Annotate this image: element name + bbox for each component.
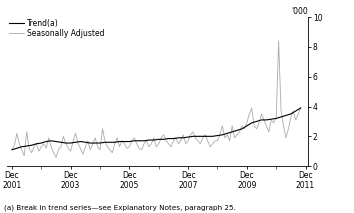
Text: '000: '000 [291, 7, 308, 16]
Legend: Trend(a), Seasonally Adjusted: Trend(a), Seasonally Adjusted [8, 19, 104, 38]
Text: (a) Break in trend series—see Explanatory Notes, paragraph 25.: (a) Break in trend series—see Explanator… [4, 204, 235, 211]
